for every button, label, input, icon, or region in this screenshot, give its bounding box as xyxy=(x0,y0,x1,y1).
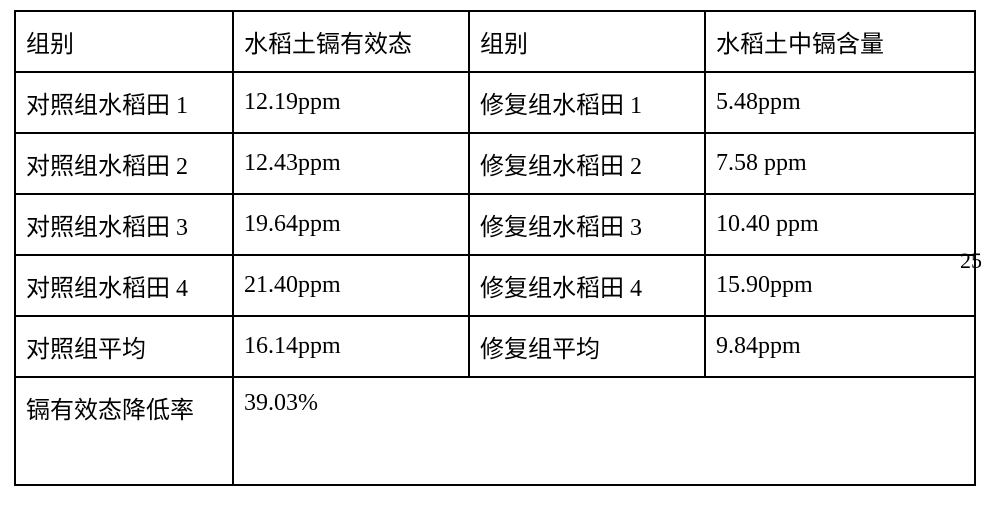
cell-control-value: 12.19ppm xyxy=(233,72,469,133)
footer-label-cell: 镉有效态降低率 xyxy=(15,377,233,485)
header-cell-cd-content: 水稻土中镉含量 xyxy=(705,11,975,72)
cell-control-value: 12.43ppm xyxy=(233,133,469,194)
cell-repair-field: 修复组水稻田 4 xyxy=(469,255,705,316)
cell-control-value: 19.64ppm xyxy=(233,194,469,255)
table-row: 对照组水稻田 2 12.43ppm 修复组水稻田 2 7.58 ppm xyxy=(15,133,975,194)
cell-repair-value: 10.40 ppm xyxy=(705,194,975,255)
cell-repair-value: 5.48ppm xyxy=(705,72,975,133)
footer-value-cell: 39.03% xyxy=(233,377,975,485)
header-cell-group-left: 组别 xyxy=(15,11,233,72)
cell-repair-field: 修复组水稻田 2 xyxy=(469,133,705,194)
header-cell-group-right: 组别 xyxy=(469,11,705,72)
cell-repair-value: 15.90ppm xyxy=(705,255,975,316)
cell-repair-avg-label: 修复组平均 xyxy=(469,316,705,377)
cell-control-avg-value: 16.14ppm xyxy=(233,316,469,377)
cell-repair-value: 7.58 ppm xyxy=(705,133,975,194)
header-cell-cd-available: 水稻土镉有效态 xyxy=(233,11,469,72)
cell-control-field: 对照组水稻田 2 xyxy=(15,133,233,194)
cell-control-field: 对照组水稻田 4 xyxy=(15,255,233,316)
cell-control-field: 对照组水稻田 1 xyxy=(15,72,233,133)
data-table: 组别 水稻土镉有效态 组别 水稻土中镉含量 对照组水稻田 1 12.19ppm … xyxy=(14,10,976,486)
cell-repair-field: 修复组水稻田 1 xyxy=(469,72,705,133)
cell-repair-avg-value: 9.84ppm xyxy=(705,316,975,377)
page-side-number: 25 xyxy=(960,248,982,274)
table-container: 组别 水稻土镉有效态 组别 水稻土中镉含量 对照组水稻田 1 12.19ppm … xyxy=(0,0,1000,496)
table-row: 对照组水稻田 1 12.19ppm 修复组水稻田 1 5.48ppm xyxy=(15,72,975,133)
table-row-average: 对照组平均 16.14ppm 修复组平均 9.84ppm xyxy=(15,316,975,377)
cell-control-avg-label: 对照组平均 xyxy=(15,316,233,377)
table-row: 对照组水稻田 4 21.40ppm 修复组水稻田 4 15.90ppm xyxy=(15,255,975,316)
cell-control-field: 对照组水稻田 3 xyxy=(15,194,233,255)
table-row: 对照组水稻田 3 19.64ppm 修复组水稻田 3 10.40 ppm xyxy=(15,194,975,255)
table-footer-row: 镉有效态降低率 39.03% xyxy=(15,377,975,485)
cell-repair-field: 修复组水稻田 3 xyxy=(469,194,705,255)
table-header-row: 组别 水稻土镉有效态 组别 水稻土中镉含量 xyxy=(15,11,975,72)
cell-control-value: 21.40ppm xyxy=(233,255,469,316)
